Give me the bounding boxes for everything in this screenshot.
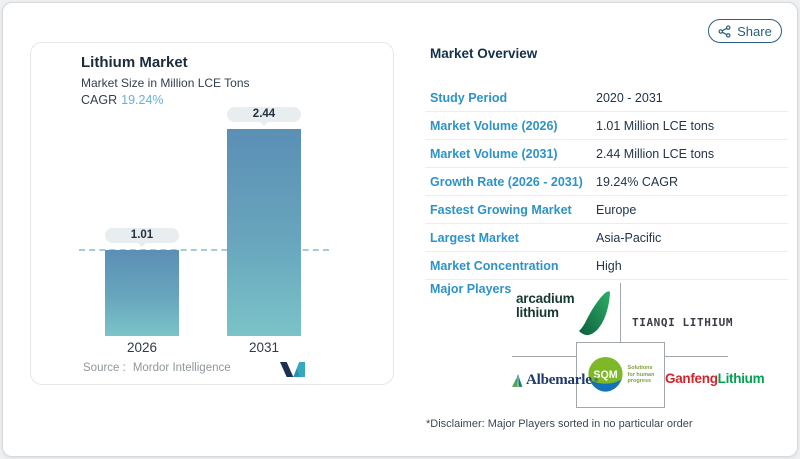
reference-dashed-line	[79, 249, 329, 252]
source-label: Source :	[83, 362, 126, 374]
row-label: Growth Rate (2026 - 2031)	[430, 174, 583, 189]
albemarle-logo: Albemarle ®	[512, 372, 598, 389]
table-row-study-period: Study Period 2020 - 2031	[425, 84, 788, 112]
row-label: Study Period	[430, 90, 508, 105]
row-value: 1.01 Million LCE tons	[596, 118, 715, 133]
row-label: Fastest Growing Market	[430, 202, 572, 217]
row-label: Market Concentration	[430, 258, 559, 273]
albemarle-registered-mark: ®	[593, 377, 599, 384]
table-row-market-volume-2026: Market Volume (2026) 1.01 Million LCE to…	[425, 112, 788, 140]
row-value: Asia-Pacific	[596, 230, 662, 245]
sqm-circle-text: SQM	[593, 369, 617, 381]
share-icon	[718, 24, 731, 38]
overview-title: Market Overview	[430, 46, 538, 61]
row-value: 19.24% CAGR	[596, 174, 678, 189]
chart-title: Lithium Market	[81, 54, 188, 71]
table-row-market-concentration: Market Concentration High	[425, 252, 788, 280]
sqm-logo-icon: SQM	[587, 356, 624, 394]
albemarle-wordmark: Albemarle	[526, 372, 592, 388]
arcadium-lithium-logo: arcadium lithium	[516, 291, 575, 320]
share-button-label: Share	[737, 23, 772, 39]
bar-2026	[105, 250, 179, 336]
table-row-market-volume-2031: Market Volume (2031) 2.44 Million LCE to…	[425, 140, 788, 168]
sqm-tagline: Solutions for human progress	[628, 365, 655, 385]
arcadium-swoosh-icon	[578, 290, 612, 342]
mordor-intelligence-logo-icon	[280, 361, 305, 383]
row-value: 2.44 Million LCE tons	[596, 146, 715, 161]
row-value: 2020 - 2031	[596, 90, 663, 105]
albemarle-icon	[512, 373, 524, 388]
ganfeng-wordmark-green: Lithium	[717, 371, 765, 386]
value-label-2026: 1.01	[105, 228, 179, 248]
row-value: High	[596, 258, 622, 273]
row-label: Largest Market	[430, 230, 519, 245]
row-label: Market Volume (2031)	[430, 146, 558, 161]
arcadium-word1: arcadium	[516, 291, 575, 306]
tianqi-lithium-logo: TIANQI LITHIUM	[632, 316, 734, 329]
bar-2031	[227, 129, 301, 336]
ganfeng-wordmark-red: Ganfeng	[665, 371, 718, 386]
sqm-tagline-line3: progress	[627, 378, 652, 385]
sqm-tagline-line2: for human	[627, 371, 655, 378]
value-label-2031: 2.44	[227, 107, 301, 126]
share-button[interactable]: Share	[708, 19, 782, 43]
ganfeng-lithium-logo: GanfengLithium	[665, 371, 765, 386]
overview-table: Study Period 2020 - 2031 Market Volume (…	[425, 84, 788, 280]
x-axis-label-2031: 2031	[248, 340, 280, 355]
table-row-fastest-growing-market: Fastest Growing Market Europe	[425, 196, 788, 224]
table-row-largest-market: Largest Market Asia-Pacific	[425, 224, 788, 252]
chart-subtitle: Market Size in Million LCE Tons	[81, 76, 250, 90]
row-label: Market Volume (2026)	[430, 118, 558, 133]
major-players-label: Major Players	[430, 282, 512, 296]
x-axis-label-2026: 2026	[126, 340, 158, 355]
lithium-market-chart-card: Lithium Market Market Size in Million LC…	[30, 42, 394, 385]
chart-cagr-line: CAGR 19.24%	[81, 93, 164, 107]
source-row: Source : Mordor Intelligence	[83, 362, 231, 374]
cagr-label: CAGR	[81, 93, 118, 107]
table-row-growth-rate: Growth Rate (2026 - 2031) 19.24% CAGR	[425, 168, 788, 196]
sqm-tagline-line1: Solutions	[627, 365, 653, 372]
sqm-logo-box: SQM Solutions for human progress	[576, 342, 665, 408]
source-value: Mordor Intelligence	[132, 362, 231, 374]
disclaimer-text: *Disclaimer: Major Players sorted in no …	[426, 418, 693, 430]
arcadium-word2: lithium	[516, 305, 559, 320]
players-grid-vertical-divider	[620, 283, 621, 343]
row-value: Europe	[596, 202, 637, 217]
cagr-value: 19.24%	[121, 93, 164, 107]
